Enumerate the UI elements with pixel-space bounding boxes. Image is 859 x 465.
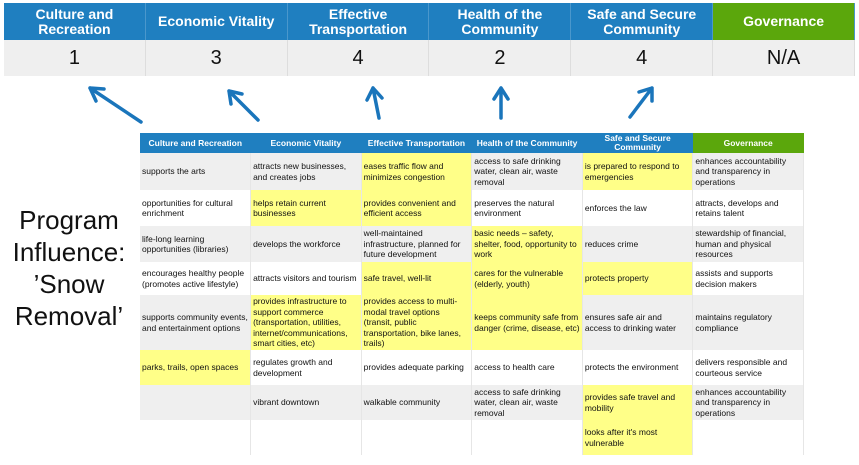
table-cell bbox=[361, 420, 473, 455]
table-cell: basic needs – safety, shelter, food, opp… bbox=[471, 226, 583, 262]
table-cell: develops the workforce bbox=[250, 226, 362, 262]
table-cell: delivers responsible and courteous servi… bbox=[692, 350, 804, 385]
program-influence-label: Program Influence: ’Snow Removal’ bbox=[12, 205, 126, 331]
arrow-icon bbox=[227, 89, 260, 122]
summary-header: Culture and Recreation bbox=[4, 3, 146, 40]
table-cell: enforces the law bbox=[582, 190, 694, 226]
table-row: life-long learning opportunities (librar… bbox=[140, 226, 804, 262]
table-cell: is prepared to respond to emergencies bbox=[582, 153, 694, 190]
table-cell: ensures safe air and access to drinking … bbox=[582, 295, 694, 350]
table-cell: provides access to multi-modal travel op… bbox=[361, 295, 473, 350]
summary-value: N/A bbox=[713, 40, 855, 76]
column-header: Health of the Community bbox=[471, 133, 583, 153]
table-cell: eases traffic flow and minimizes congest… bbox=[361, 153, 473, 190]
arrow-icon bbox=[365, 86, 384, 120]
table-cell: helps retain current businesses bbox=[250, 190, 362, 226]
table-cell: provides convenient and efficient access bbox=[361, 190, 473, 226]
criteria-table: Culture and Recreation Economic Vitality E… bbox=[140, 133, 804, 455]
arrow-icon bbox=[88, 86, 143, 124]
arrow-icon bbox=[492, 86, 510, 120]
table-cell: looks after it's most vulnerable bbox=[582, 420, 694, 455]
table-cell: parks, trails, open spaces bbox=[140, 350, 252, 385]
table-cell bbox=[140, 420, 252, 455]
table-cell: well-maintained infrastructure, planned … bbox=[361, 226, 473, 262]
column-header: Safe and Secure Community bbox=[582, 133, 693, 153]
table-cell: preserves the natural environment bbox=[471, 190, 583, 226]
table-row: opportunities for cultural enrichment hel… bbox=[140, 190, 804, 226]
table-row: looks after it's most vulnerable bbox=[140, 420, 804, 455]
table-row: encourages healthy people (promotes acti… bbox=[140, 262, 804, 295]
table-cell: access to safe drinking water, clean air… bbox=[471, 153, 583, 190]
table-row: vibrant downtown walkable community access… bbox=[140, 385, 804, 420]
table-cell: protects property bbox=[582, 262, 694, 295]
table-cell: attracts, develops and retains talent bbox=[692, 190, 804, 226]
table-cell: access to health care bbox=[471, 350, 583, 385]
table-cell: stewardship of financial, human and phys… bbox=[692, 226, 804, 262]
table-cell: cares for the vulnerable (elderly, youth… bbox=[471, 262, 583, 295]
table-cell: provides safe travel and mobility bbox=[582, 385, 694, 420]
table-cell: supports the arts bbox=[140, 153, 252, 190]
column-header: Effective Transportation bbox=[361, 133, 472, 153]
table-cell: protects the environment bbox=[582, 350, 694, 385]
summary-value: 1 bbox=[4, 40, 146, 76]
table-cell: provides infrastructure to support comme… bbox=[250, 295, 362, 350]
summary-header: Governance bbox=[713, 3, 855, 40]
summary-grid: Culture and Recreation Economic Vitality E… bbox=[4, 3, 855, 76]
table-cell: regulates growth and development bbox=[250, 350, 362, 385]
summary-value: 4 bbox=[571, 40, 714, 76]
table-cell: assists and supports decision makers bbox=[692, 262, 804, 295]
table-row: supports the arts attracts new businesses… bbox=[140, 153, 804, 190]
table-cell: keeps community safe from danger (crime,… bbox=[471, 295, 583, 350]
table-cell: attracts visitors and tourism bbox=[250, 262, 362, 295]
arrows bbox=[88, 86, 654, 124]
summary-header: Economic Vitality bbox=[145, 3, 288, 40]
table-cell: enhances accountability and transparency… bbox=[692, 153, 804, 190]
table-cell: opportunities for cultural enrichment bbox=[140, 190, 252, 226]
table-row: supports community events, and entertain… bbox=[140, 295, 804, 350]
table-cell: safe travel, well-lit bbox=[361, 262, 473, 295]
table-cell: reduces crime bbox=[582, 226, 694, 262]
table-cell: attracts new businesses, and creates job… bbox=[250, 153, 362, 190]
table-cell: encourages healthy people (promotes acti… bbox=[140, 262, 252, 295]
table-cell bbox=[692, 420, 804, 455]
table-cell bbox=[250, 420, 362, 455]
summary-header: Safe and Secure Community bbox=[571, 3, 714, 40]
table-cell: life-long learning opportunities (librar… bbox=[140, 226, 252, 262]
column-header: Governance bbox=[692, 133, 804, 153]
summary-header: Health of the Community bbox=[429, 3, 572, 40]
table-cell: vibrant downtown bbox=[250, 385, 362, 420]
column-header: Culture and Recreation bbox=[140, 133, 251, 153]
table-cell: enhances accountability and transparency… bbox=[692, 385, 804, 420]
table-cell: maintains regulatory compliance bbox=[692, 295, 804, 350]
summary-value: 3 bbox=[145, 40, 288, 76]
summary-value: 4 bbox=[287, 40, 430, 76]
column-header: Economic Vitality bbox=[250, 133, 362, 153]
table-cell bbox=[140, 385, 252, 420]
table-row: parks, trails, open spaces regulates grow… bbox=[140, 350, 804, 385]
table-cell: walkable community bbox=[361, 385, 473, 420]
table-cell bbox=[471, 420, 583, 455]
summary-value: 2 bbox=[429, 40, 572, 76]
summary-header: Effective Transportation bbox=[287, 3, 430, 40]
arrow-icon bbox=[628, 86, 654, 119]
table-cell: supports community events, and entertain… bbox=[140, 295, 252, 350]
table-cell: provides adequate parking bbox=[361, 350, 473, 385]
table-cell: access to safe drinking water, clean air… bbox=[471, 385, 583, 420]
